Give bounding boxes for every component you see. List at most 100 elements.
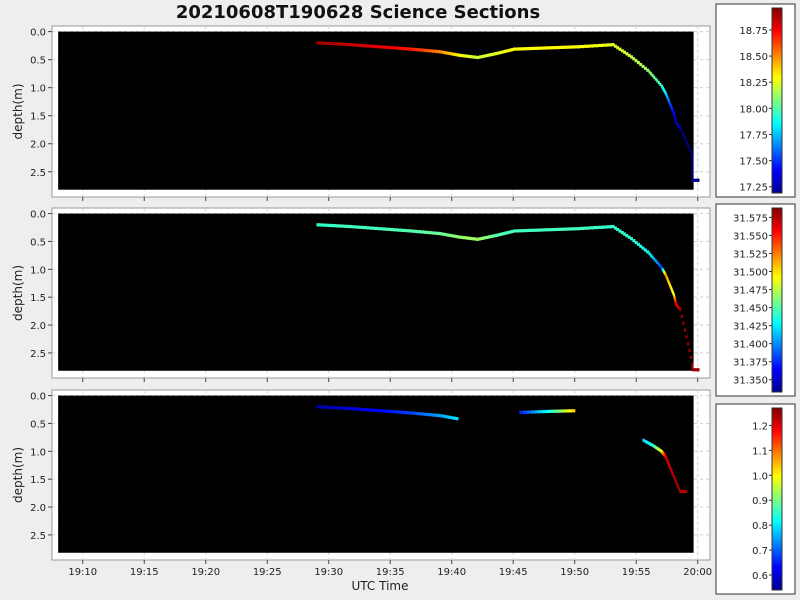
data-cell [453, 234, 457, 238]
colorbar-tick-label: 18.75 [739, 26, 768, 37]
data-cell [568, 409, 573, 413]
data-cell [690, 150, 693, 154]
data-cell [435, 413, 441, 417]
data-cell [630, 237, 633, 241]
colorbar-tick-label: 31.500 [733, 267, 768, 278]
data-cell [579, 226, 585, 231]
data-cell [648, 70, 651, 74]
colorbar-tick-label: 17.75 [739, 130, 768, 141]
data-cell [646, 68, 650, 72]
data-cell [567, 227, 572, 231]
data-cell [651, 255, 654, 259]
data-cell [616, 46, 620, 50]
colorbar-tick-label: 31.425 [733, 322, 768, 333]
data-cell [642, 438, 645, 442]
data-cell [654, 445, 657, 449]
data-cell [400, 228, 406, 232]
data-cell [424, 412, 429, 416]
data-cell [370, 408, 375, 412]
data-cell [324, 223, 329, 227]
data-cell [559, 227, 564, 231]
data-cell [618, 229, 622, 233]
x-tick-label: 19:25 [253, 567, 282, 578]
data-cell [618, 47, 622, 51]
data-cell [480, 54, 484, 59]
data-cell [335, 406, 341, 410]
data-cell [536, 228, 541, 232]
data-cell [474, 55, 477, 59]
data-cell [427, 231, 433, 235]
data-cell [327, 405, 333, 410]
data-cell [513, 47, 518, 51]
data-cell [327, 41, 333, 46]
data-cell [362, 408, 367, 412]
data-cell [506, 49, 510, 53]
data-cell [685, 335, 688, 339]
data-cell [478, 55, 482, 59]
colorbar-tick-label: 1.0 [752, 471, 768, 482]
data-cell [460, 53, 464, 58]
data-cell [450, 234, 454, 238]
y-axis: 0.0 0.5 1.0 1.5 2.0 2.5 [30, 210, 52, 360]
data-cell [675, 480, 678, 485]
data-cell [450, 416, 454, 420]
data-cell [339, 42, 344, 46]
data-cell [620, 49, 624, 53]
data-cell [691, 175, 694, 179]
data-cell [439, 232, 443, 236]
data-cell [606, 225, 613, 229]
data-cell [611, 43, 615, 47]
data-cell [647, 441, 650, 445]
colorbar-tick-label: 18.25 [739, 78, 768, 89]
section-background [58, 395, 694, 553]
data-cell [513, 229, 518, 233]
data-cell [492, 52, 496, 56]
data-cell [510, 48, 514, 52]
data-cell [650, 442, 652, 447]
data-cell [542, 409, 547, 414]
y-tick-label: 0.0 [30, 392, 46, 403]
data-cell [503, 231, 507, 235]
data-cell [644, 440, 647, 444]
data-cell [457, 53, 461, 57]
data-cell [683, 136, 687, 140]
data-cell [536, 46, 541, 50]
data-cell [347, 406, 352, 411]
data-cell [593, 44, 599, 48]
data-cell [487, 235, 491, 239]
y-axis: 0.0 0.5 1.0 1.5 2.0 2.5 [30, 28, 52, 179]
data-cell [656, 260, 659, 265]
data-cell [691, 368, 700, 372]
data-cell [571, 409, 576, 413]
data-cell [597, 43, 603, 48]
colorbar-tick-label: 0.6 [752, 571, 768, 582]
colorbar-tick-label: 18.50 [739, 52, 768, 63]
data-cell [646, 440, 649, 444]
colorbar-gradient [771, 407, 783, 591]
data-cell [517, 47, 522, 51]
data-cell [460, 235, 464, 239]
data-cell [339, 406, 344, 410]
data-cell [339, 224, 344, 228]
data-cell [527, 410, 532, 414]
data-cell [534, 410, 540, 414]
section-background [58, 31, 694, 190]
figure-title: 20210608T190628 Science Sections [176, 2, 540, 23]
colorbar-tick-label: 0.8 [752, 521, 768, 532]
data-cell [679, 489, 688, 494]
data-cell [555, 45, 560, 50]
data-cell [397, 46, 402, 50]
data-cell [685, 139, 688, 144]
data-cell [335, 224, 341, 228]
data-cell [320, 223, 325, 227]
data-cell [650, 72, 653, 76]
data-cell [653, 257, 656, 261]
data-cell [400, 46, 406, 51]
data-cell [471, 237, 475, 241]
data-cell [499, 232, 503, 236]
colorbar-tick-label: 31.475 [733, 286, 768, 297]
x-axis [82, 378, 699, 382]
data-cell [492, 234, 496, 238]
colorbar-temperature: 17.2517.5017.7518.0018.2518.5018.75Seabi… [715, 3, 796, 198]
